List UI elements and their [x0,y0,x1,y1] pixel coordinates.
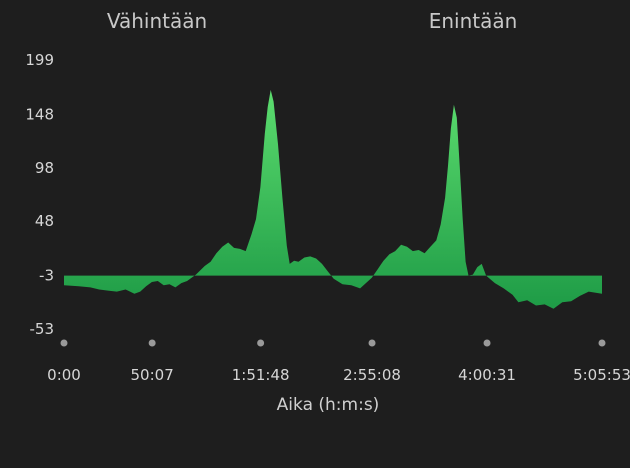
series-area [64,89,602,309]
max-label: Enintään [429,9,518,33]
x-axis: 0:00 50:07 1:51:48 2:55:08 4:00:31 5:05:53 [47,339,630,384]
y-axis: 199 148 98 48 -3 -53 [25,51,54,338]
y-tick-label: 199 [25,51,54,69]
x-tick-dot [257,339,265,347]
x-tick-label: 4:00:31 [458,366,516,384]
x-tick-dot [483,339,491,347]
series-area-path [64,89,602,309]
x-tick-dot [598,339,606,347]
y-tick-label: -53 [30,320,55,338]
y-tick-label: 98 [35,159,54,177]
y-tick-label: 48 [35,212,54,230]
x-tick-label: 0:00 [47,366,81,384]
x-tick-dot [368,339,376,347]
x-tick-dot [148,339,156,347]
y-tick-label: 148 [25,105,54,123]
x-tick-dot [60,339,68,347]
x-axis-label: Aika (h:m:s) [277,395,380,415]
x-tick-label: 50:07 [131,366,174,384]
y-tick-label: -3 [39,267,54,285]
x-tick-label: 2:55:08 [343,366,401,384]
x-tick-label: 1:51:48 [232,366,290,384]
x-tick-label: 5:05:53 [573,366,630,384]
min-label: Vähintään [107,9,207,33]
